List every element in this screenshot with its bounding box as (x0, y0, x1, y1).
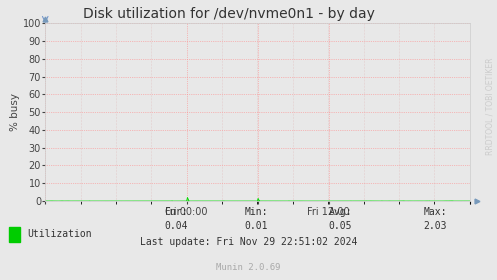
Text: Utilization: Utilization (27, 229, 92, 239)
Text: Last update: Fri Nov 29 22:51:02 2024: Last update: Fri Nov 29 22:51:02 2024 (140, 237, 357, 247)
Text: Min:: Min: (244, 207, 268, 217)
Text: Disk utilization for /dev/nvme0n1 - by day: Disk utilization for /dev/nvme0n1 - by d… (83, 7, 375, 21)
Text: 0.05: 0.05 (329, 221, 352, 231)
Text: 0.04: 0.04 (165, 221, 188, 231)
Text: Avg:: Avg: (329, 207, 352, 217)
Text: 0.01: 0.01 (244, 221, 268, 231)
Text: Max:: Max: (423, 207, 447, 217)
Y-axis label: % busy: % busy (10, 93, 20, 131)
Text: Cur:: Cur: (165, 207, 188, 217)
Text: 2.03: 2.03 (423, 221, 447, 231)
Text: Munin 2.0.69: Munin 2.0.69 (216, 263, 281, 272)
Text: RRDTOOL / TOBI OETIKER: RRDTOOL / TOBI OETIKER (486, 58, 495, 155)
